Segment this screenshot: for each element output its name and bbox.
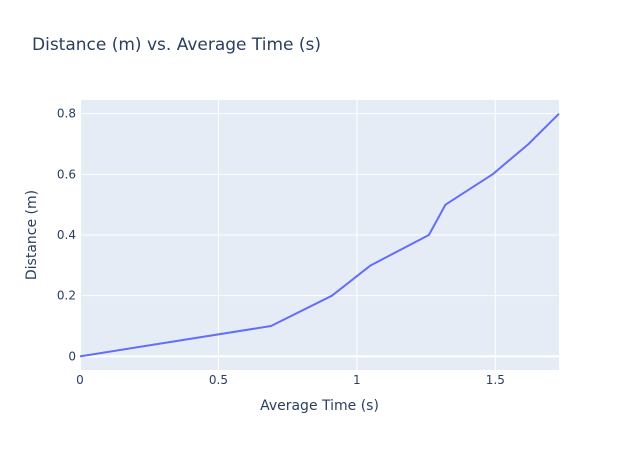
x-axis-title: Average Time (s): [260, 398, 379, 414]
series-layer: [77, 111, 562, 359]
y-tick-label: 0.4: [57, 228, 76, 242]
data-point: [268, 323, 274, 329]
y-tick-label: 0.6: [57, 167, 76, 181]
y-tick-label: 0.2: [57, 289, 76, 303]
data-point: [426, 232, 432, 238]
data-point: [368, 262, 374, 268]
data-point: [526, 141, 532, 147]
x-axis-ticks: 0 0.5 1 1.5: [76, 373, 505, 387]
y-axis-ticks: 0 0.2 0.4 0.6 0.8: [57, 107, 76, 364]
y-axis-title: Distance (m): [24, 190, 40, 280]
grid-lines: [79, 100, 559, 370]
chart-title: Distance (m) vs. Average Time (s): [32, 35, 321, 55]
data-point: [329, 293, 335, 299]
y-tick-label: 0: [68, 349, 76, 363]
x-tick-label: 0: [76, 373, 84, 387]
series-line: [79, 112, 560, 358]
data-point: [490, 171, 496, 177]
x-tick-label: 0.5: [209, 373, 228, 387]
data-point: [77, 353, 83, 359]
data-point: [556, 111, 562, 117]
y-tick-label: 0.8: [57, 107, 76, 121]
x-tick-label: 1.5: [486, 373, 505, 387]
data-point: [442, 202, 448, 208]
x-tick-label: 1: [353, 373, 361, 387]
